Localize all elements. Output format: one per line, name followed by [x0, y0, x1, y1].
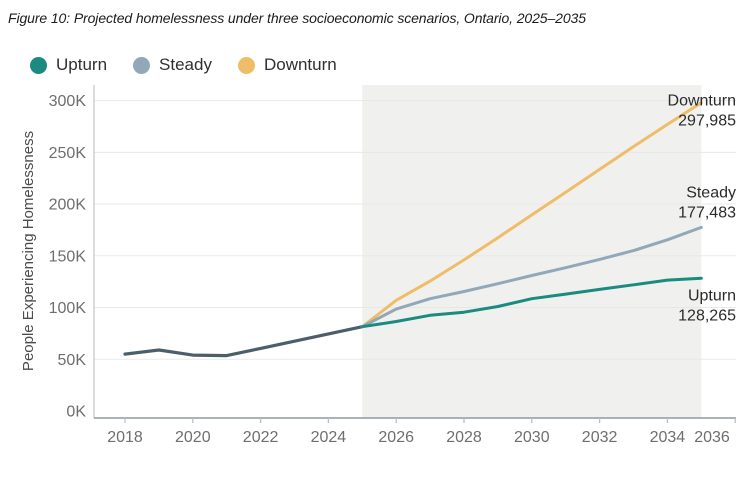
series-line-upturn [360, 276, 703, 329]
x-tick-label-2024: 2024 [311, 429, 347, 446]
annotation-steady-value: 177,483 [678, 204, 736, 221]
homelessness-projection-chart: 0K 50K 100K 150K 200K 250K 300K 2018 2020 2022 202… [20, 85, 736, 446]
legend-label-steady: Steady [159, 55, 212, 74]
y-axis-title: People Experiencing Homelessness [20, 131, 37, 371]
x-tick-label-2020: 2020 [175, 429, 211, 446]
series-line-downturn [360, 101, 703, 329]
series-line-historical [123, 325, 364, 358]
annotation-upturn-value: 128,265 [678, 307, 736, 324]
legend-item-steady: Steady [133, 55, 212, 75]
legend-swatch-downturn-icon [237, 56, 255, 74]
y-tick-label-200K: 200K [49, 197, 87, 214]
y-tick-label-250K: 250K [49, 145, 87, 162]
y-tick-label-150K: 150K [49, 248, 87, 265]
annotation-steady-label: Steady [686, 184, 736, 201]
x-tick-label-2028: 2028 [446, 429, 482, 446]
annotation-downturn-label: Downturn [668, 93, 736, 110]
y-tick-label-50K: 50K [58, 352, 87, 369]
legend-swatch-steady-icon [133, 56, 151, 74]
x-tick-label-2026: 2026 [378, 429, 414, 446]
chart-area: 0K 50K 100K 150K 200K 250K 300K 2018 2020 2022 202… [0, 80, 744, 496]
x-tick-label-2032: 2032 [582, 429, 618, 446]
legend-label-upturn: Upturn [56, 55, 108, 74]
x-tick-label-2018: 2018 [107, 429, 143, 446]
x-tick-label-2036: 2036 [694, 429, 730, 446]
figure-title: Figure 10: Projected homelessness under … [8, 10, 586, 26]
legend-swatch-upturn-icon [30, 56, 47, 74]
legend-item-downturn: Downturn [237, 55, 337, 75]
x-tick-label-2034: 2034 [650, 429, 686, 446]
legend-item-upturn: Upturn [30, 55, 107, 75]
x-tick-label-2030: 2030 [514, 429, 550, 446]
x-tick-label-2022: 2022 [243, 429, 279, 446]
chart-legend: Upturn Steady Downturn [30, 55, 337, 75]
series-line-steady [360, 225, 703, 329]
annotation-downturn-value: 297,985 [678, 113, 736, 130]
y-tick-label-0K: 0K [66, 404, 86, 421]
legend-label-downturn: Downturn [263, 55, 337, 74]
y-tick-label-300K: 300K [49, 93, 87, 110]
annotation-upturn-label: Upturn [688, 287, 736, 304]
y-tick-label-100K: 100K [49, 300, 87, 317]
